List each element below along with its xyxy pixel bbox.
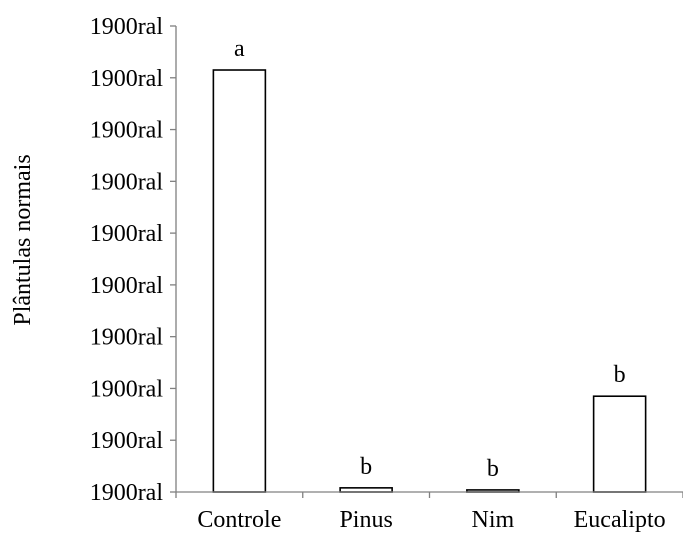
y-axis-ticks: 1900ral 1900ral 1900ral 1900ral 1900ral 1900r… [90,14,176,506]
data-label: b [614,362,626,388]
data-label: b [487,456,499,482]
x-tick-label: Nim [472,507,515,533]
data-label: a [234,36,245,62]
y-tick-label: 1900ral [90,221,164,247]
y-tick-label: 1900ral [90,273,164,299]
x-tick-label: Eucalipto [574,507,666,533]
y-tick-label: 1900ral [90,325,164,351]
y-tick-label: 1900ral [90,169,164,195]
y-tick-label: 1900ral [90,66,164,92]
x-axis-labels: Controle Pinus Nim Eucalipto [197,507,665,533]
data-labels: a b b b [234,36,626,482]
y-tick-label: 1900ral [90,480,164,506]
bars [212,69,647,493]
y-tick-label: 1900ral [90,376,164,402]
y-tick-label: 1900ral [90,118,164,144]
bar-controle [212,69,267,493]
y-tick-label: 1900ral [90,428,164,454]
data-label: b [360,454,372,480]
y-axis-title-group: Plântulas normais [10,154,36,325]
bar-eucalipto [592,395,647,493]
x-tick-label: Pinus [339,507,392,533]
x-tick-label: Controle [197,507,281,533]
y-axis-title: Plântulas normais [10,154,36,325]
axes [175,26,683,498]
y-tick-label: 1900ral [90,14,164,40]
